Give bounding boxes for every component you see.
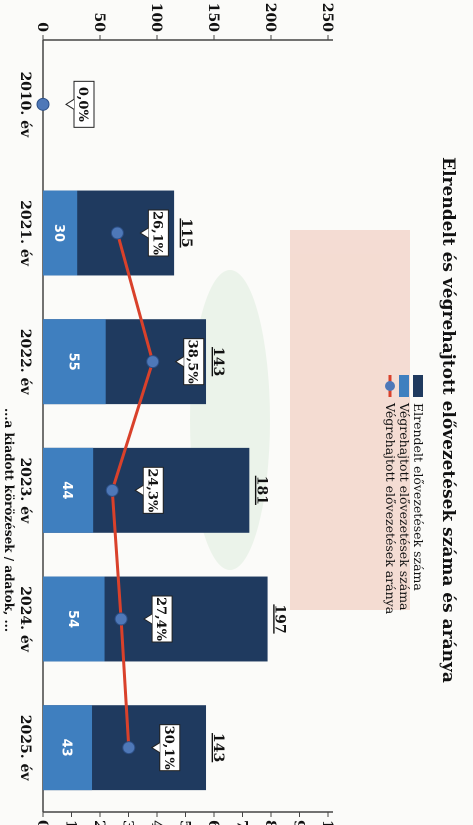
legend-label: Végrehajtott elővezetések száma <box>397 402 412 611</box>
rate-point <box>105 483 119 497</box>
pct-label-pointer <box>150 742 161 754</box>
secondary-tick-label: 100% <box>319 820 335 825</box>
legend-swatch-marker <box>385 381 395 391</box>
total-label: 143 <box>210 347 226 376</box>
secondary-tick-label: 50% <box>177 820 193 825</box>
category-label: 2021. év <box>17 200 33 267</box>
legend-swatch <box>413 375 423 397</box>
category-label: 2010. év <box>17 71 33 138</box>
bar-executed <box>43 447 94 533</box>
inner-label: 44 <box>59 481 74 499</box>
primary-axis: 0 50 100 150 200 250 <box>34 3 335 41</box>
rate-point <box>36 97 50 111</box>
pct-label: 38,5% <box>185 340 200 385</box>
pct-label-pointer <box>174 356 184 368</box>
primary-tick-label: 150 <box>205 3 221 32</box>
pct-label: 24,3% <box>144 468 159 513</box>
primary-tick-label: 100 <box>148 3 164 32</box>
rate-point <box>122 741 136 755</box>
rate-point <box>146 355 160 369</box>
secondary-tick-label: 30% <box>120 820 136 825</box>
secondary-tick-label: 20% <box>91 820 107 825</box>
secondary-tick-label: 60% <box>205 820 221 825</box>
secondary-tick-label: 40% <box>148 820 164 825</box>
primary-tick-label: 200 <box>262 3 278 32</box>
secondary-tick-label: 90% <box>291 820 307 825</box>
pct-label: 30,1% <box>161 726 176 771</box>
legend: Elrendelt elővezetések számaVégrehajtott… <box>383 375 426 615</box>
inner-label: 30 <box>51 224 66 242</box>
plot-area: 30 115 55 143 44 181 54 197 43 143 0,0% 26,1% 38,5% 2… <box>36 40 288 812</box>
rate-point <box>114 612 128 626</box>
inner-label: 54 <box>65 610 80 628</box>
secondary-tick-label: 70% <box>234 820 250 825</box>
primary-tick-label: 0 <box>34 22 50 32</box>
pct-label-pointer <box>139 227 149 239</box>
secondary-tick-label: 0% <box>34 820 50 825</box>
legend-label: Végrehajtott elővezetések aránya <box>383 402 398 615</box>
bar-executed <box>43 190 78 276</box>
legend-swatch <box>399 375 409 397</box>
category-label: 2025. év <box>17 715 33 782</box>
bar-executed <box>42 705 93 791</box>
total-label: 197 <box>272 604 288 633</box>
secondary-axis: 0% 10% 20% 30% 40% 50% 60% 70% 80% 90% 100% <box>34 811 335 825</box>
primary-tick-label: 50 <box>91 13 107 33</box>
legend-label: Elrendelt elővezetések száma <box>411 403 426 591</box>
pct-label-pointer <box>143 613 153 625</box>
chart-title: Elrendelt és végrehajtott elővezetések s… <box>438 157 458 683</box>
rate-point <box>110 226 124 240</box>
primary-tick-label: 250 <box>319 3 335 32</box>
category-axis: 2010. év 2021. év 2022. év 2023. év 2024. év… <box>17 71 33 781</box>
total-label: 181 <box>253 476 269 505</box>
pct-label-pointer <box>134 484 144 496</box>
inner-label: 43 <box>59 739 74 757</box>
category-label: 2023. év <box>17 457 33 524</box>
total-label: 115 <box>178 218 194 247</box>
bar-executed <box>42 576 105 662</box>
secondary-tick-label: 10% <box>63 820 79 825</box>
inner-label: 55 <box>65 353 80 371</box>
pct-label: 0,0% <box>75 87 90 123</box>
watermark <box>190 230 410 610</box>
pct-label: 27,4% <box>153 597 168 642</box>
pct-label: 26,1% <box>149 211 164 256</box>
bar-executed <box>43 319 106 405</box>
header-fragment: ...a kiadott körözések / adatok, ... <box>2 408 16 632</box>
category-label: 2024. év <box>17 586 33 653</box>
secondary-tick-label: 80% <box>262 820 278 825</box>
pct-label-pointer <box>65 98 75 110</box>
category-label: 2022. év <box>17 329 33 396</box>
watermark-shape <box>290 230 410 610</box>
total-label: 143 <box>210 733 226 762</box>
